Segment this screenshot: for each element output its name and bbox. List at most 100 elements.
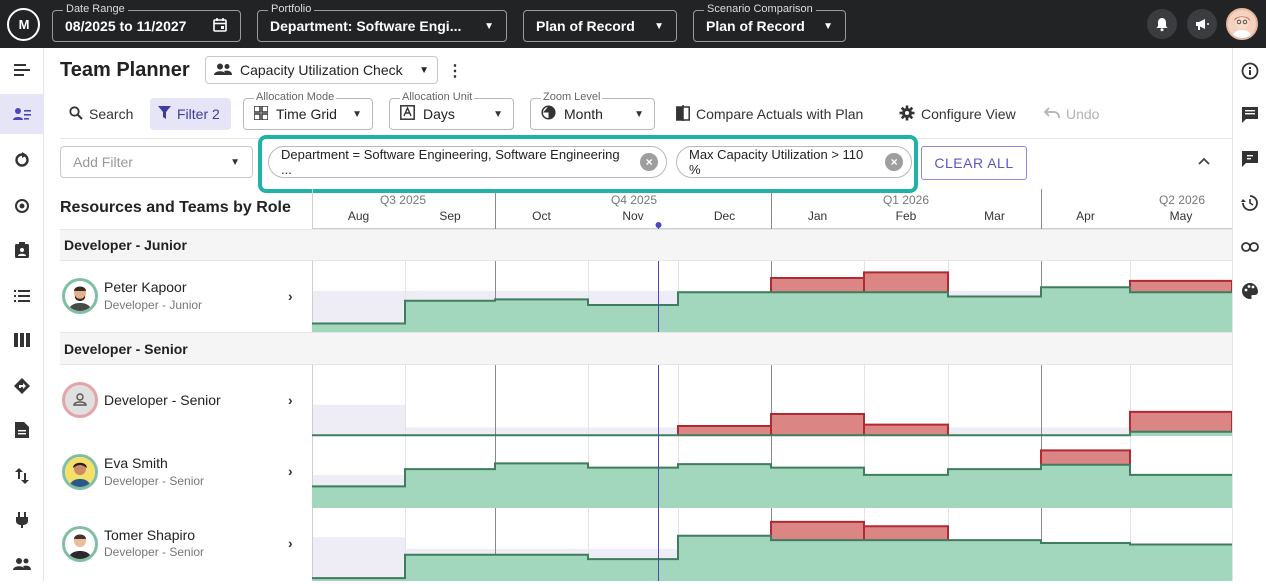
over-allocation-bar — [771, 413, 864, 436]
clear-all-button[interactable]: CLEAR ALL — [921, 146, 1027, 180]
role-group-header[interactable]: Developer - Junior — [60, 229, 1232, 261]
swap-vertical-icon[interactable] — [0, 456, 44, 496]
logo-text: M — [18, 17, 30, 32]
scenario-comparison-select[interactable]: Scenario Comparison Plan of Record ▼ — [693, 3, 846, 42]
allocation-bar — [1130, 431, 1232, 436]
resource-avatar — [62, 278, 98, 314]
plan-value: Plan of Record — [536, 18, 635, 34]
allocation-bar — [1041, 543, 1130, 581]
month-label: Dec — [714, 209, 735, 223]
right-sidebar — [1232, 48, 1266, 581]
user-avatar[interactable] — [1226, 8, 1258, 40]
allocation-bar — [864, 292, 948, 332]
close-icon[interactable]: × — [885, 153, 903, 171]
link-icon[interactable] — [1237, 234, 1263, 260]
portfolio-select[interactable]: Portfolio Department: Software Engi... ▼ — [257, 3, 507, 42]
role-group-header[interactable]: Developer - Senior — [60, 332, 1232, 365]
allocation-bar — [1130, 292, 1232, 332]
date-range-select[interactable]: Date Range 08/2025 to 11/2027 — [52, 3, 241, 42]
over-allocation-bar — [771, 521, 864, 541]
allocation-bar — [864, 540, 948, 581]
plug-icon[interactable] — [0, 500, 44, 540]
date-range-label: Date Range — [63, 3, 128, 15]
allocation-bar — [948, 540, 1041, 581]
chevron-right-icon[interactable]: › — [288, 288, 293, 304]
add-filter-placeholder: Add Filter — [73, 154, 133, 170]
allocation-bar — [1041, 287, 1130, 332]
resource-role: Developer - Senior — [104, 474, 205, 488]
history-icon[interactable] — [1237, 190, 1263, 216]
resource-row[interactable]: Developer - Senior › — [60, 365, 312, 436]
chat-icon[interactable] — [1237, 102, 1263, 128]
quarter-label: Q1 2026 — [883, 193, 929, 207]
zoom-level-label: Zoom Level — [541, 91, 603, 103]
over-allocation-bar — [864, 526, 948, 541]
filter-icon — [158, 106, 171, 122]
resource-row[interactable]: Peter Kapoor Developer - Junior › — [60, 261, 312, 332]
allocation-bar — [312, 323, 405, 332]
month-label: May — [1170, 209, 1193, 223]
resource-avatar — [62, 526, 98, 562]
allocation-unit-select[interactable]: Allocation Unit Days ▼ — [389, 91, 514, 130]
search-button[interactable]: Search — [63, 98, 139, 130]
list-icon[interactable] — [0, 276, 44, 316]
chevron-down-icon: ▼ — [823, 20, 833, 32]
undo-icon — [1043, 106, 1060, 122]
resource-row[interactable]: Eva Smith Developer - Senior › — [60, 436, 312, 508]
more-options-icon[interactable]: ⋮ — [447, 63, 463, 80]
close-icon[interactable]: × — [640, 153, 658, 171]
directions-icon[interactable] — [0, 366, 44, 406]
chevron-up-icon[interactable] — [1198, 152, 1210, 168]
resource-row[interactable]: Tomer Shapiro Developer - Senior › — [60, 508, 312, 581]
calendar-icon — [212, 17, 228, 36]
search-label: Search — [89, 106, 134, 122]
add-filter-select[interactable]: Add Filter ▼ — [60, 146, 253, 178]
allocation-mode-value: Time Grid — [276, 106, 337, 122]
month-label: Sep — [439, 209, 461, 223]
allocation-bar — [588, 305, 678, 332]
allocation-bar — [588, 467, 678, 508]
menu-icon[interactable] — [0, 50, 44, 90]
configure-view-button[interactable]: Configure View — [893, 98, 1022, 130]
compare-label: Compare Actuals with Plan — [696, 106, 864, 122]
filter-chip-max-capacity[interactable]: Max Capacity Utilization > 110 % × — [676, 146, 912, 178]
megaphone-icon[interactable] — [1187, 9, 1217, 39]
resource-role: Developer - Junior — [104, 298, 203, 312]
over-allocation-outline — [1129, 410, 1232, 432]
chevron-right-icon[interactable]: › — [288, 392, 293, 408]
allocation-bar — [771, 540, 864, 581]
page-title: Team Planner — [60, 59, 190, 81]
target-icon[interactable] — [0, 186, 44, 226]
resource-avatar — [62, 454, 98, 490]
refresh-icon[interactable] — [0, 140, 44, 180]
grid-icon — [253, 104, 269, 123]
comment-note-icon[interactable] — [1237, 146, 1263, 172]
undo-button[interactable]: Undo — [1038, 98, 1105, 130]
resource-name: Tomer Shapiro — [104, 527, 196, 543]
chevron-right-icon[interactable]: › — [288, 535, 293, 551]
palette-icon[interactable] — [1237, 278, 1263, 304]
allocation-bar — [948, 296, 1041, 332]
people-icon[interactable] — [0, 544, 44, 584]
document-icon[interactable] — [0, 410, 44, 450]
zoom-level-select[interactable]: Zoom Level Month ▼ — [530, 91, 655, 130]
saved-view-select[interactable]: Capacity Utilization Check ▼ — [205, 56, 438, 84]
compare-actuals-button[interactable]: Compare Actuals with Plan — [670, 98, 869, 130]
plan-select[interactable]: Plan of Record ▼ — [523, 10, 677, 42]
board-columns-icon[interactable] — [0, 320, 44, 360]
team-planner-icon[interactable] — [0, 94, 44, 134]
gear-icon — [899, 105, 915, 124]
info-icon[interactable] — [1237, 58, 1263, 84]
clipboard-person-icon[interactable] — [0, 230, 44, 270]
month-label: Mar — [984, 209, 1005, 223]
filter-chip-department[interactable]: Department = Software Engineering, Softw… — [268, 146, 667, 178]
bell-icon[interactable] — [1147, 9, 1177, 39]
allocation-mode-select[interactable]: Allocation Mode Time Grid ▼ — [243, 91, 373, 130]
month-label: Feb — [896, 209, 917, 223]
app-logo[interactable]: M — [7, 8, 40, 41]
allocation-unit-value: Days — [423, 106, 455, 122]
filter-button[interactable]: Filter 2 — [150, 98, 231, 130]
zoom-icon — [541, 105, 556, 123]
compare-icon — [676, 104, 690, 124]
chevron-right-icon[interactable]: › — [288, 463, 293, 479]
